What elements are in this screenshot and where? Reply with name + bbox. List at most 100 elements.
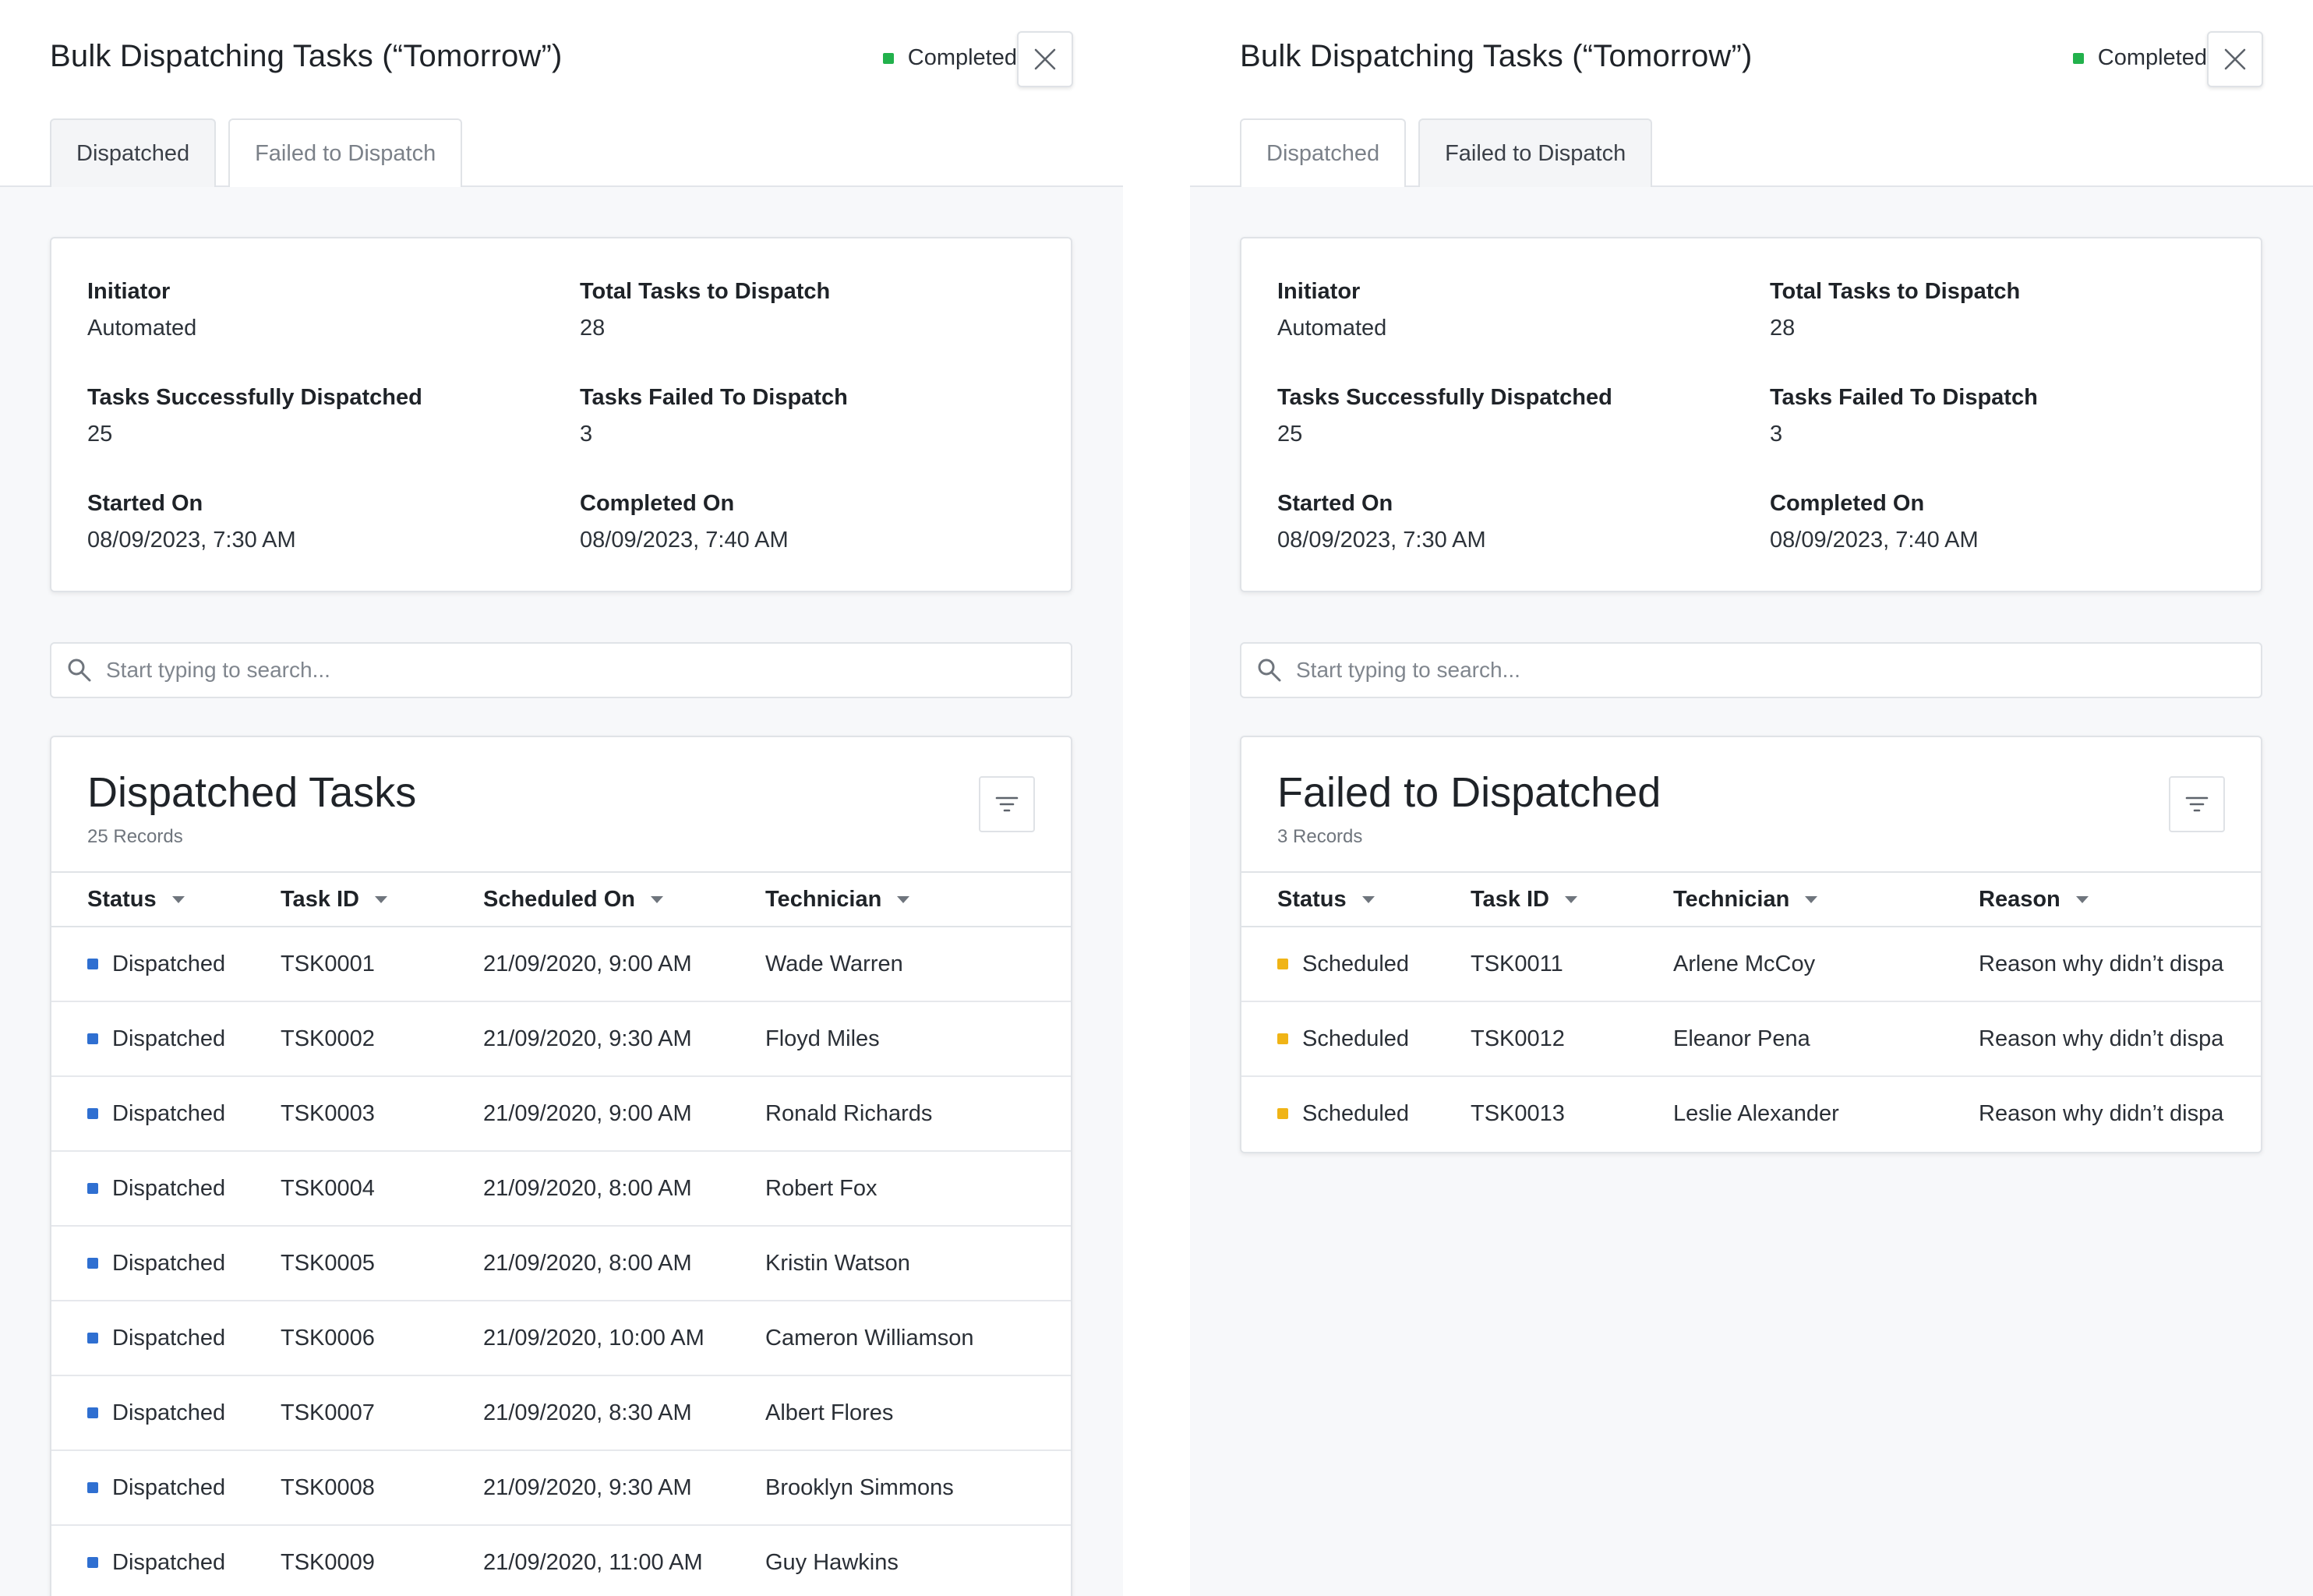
table-row[interactable]: Scheduled TSK0011 Arlene McCoy Reason wh… [1241,927,2261,1002]
panel-header: Bulk Dispatching Tasks (“Tomorrow”) Comp… [0,0,1123,187]
column-task-id[interactable]: Task ID [281,873,388,926]
status-label: Completed [2097,45,2207,70]
field-label: Tasks Failed To Dispatch [1770,385,2038,410]
table-row[interactable]: Dispatched TSK0009 21/09/2020, 11:00 AM … [51,1526,1071,1596]
initiator-field: Initiator Automated [87,279,524,341]
success-tasks-field: Tasks Successfully Dispatched 25 [87,385,524,447]
field-value: 3 [580,422,593,447]
status-dot [87,1557,98,1568]
task-id-cell: TSK0004 [281,1175,375,1201]
table-row[interactable]: Dispatched TSK0004 21/09/2020, 8:00 AM R… [51,1152,1071,1227]
table-row[interactable]: Dispatched TSK0006 21/09/2020, 10:00 AM … [51,1301,1071,1376]
tab-dispatched[interactable]: Dispatched [50,118,217,187]
close-button[interactable] [2207,31,2263,87]
column-label: Scheduled On [483,886,635,912]
status-cell: Dispatched [87,1376,225,1449]
table-row[interactable]: Dispatched TSK0007 21/09/2020, 8:30 AM A… [51,1376,1071,1451]
search-input[interactable] [1296,658,2231,683]
sort-caret-icon [375,895,388,903]
started-on-field: Started On 08/09/2023, 7:30 AM [87,491,524,553]
field-value: 25 [1277,422,1303,447]
dispatched-panel: Bulk Dispatching Tasks (“Tomorrow”) Comp… [0,0,1123,1596]
sort-caret-icon [171,895,185,903]
failed-to-dispatch-panel: Bulk Dispatching Tasks (“Tomorrow”) Comp… [1190,0,2313,1596]
failed-tasks-field: Tasks Failed To Dispatch 3 [580,385,1016,447]
table-row[interactable]: Scheduled TSK0013 Leslie Alexander Reaso… [1241,1077,2261,1152]
search-box[interactable] [1240,642,2262,698]
status-cell: Dispatched [87,1077,225,1150]
technician-cell: Guy Hawkins [765,1549,899,1575]
field-label: Tasks Successfully Dispatched [87,385,422,410]
column-technician[interactable]: Technician [765,873,910,926]
close-button[interactable] [1017,31,1073,87]
scheduled-on-cell: 21/09/2020, 9:30 AM [483,1026,692,1051]
reason-cell: Reason why didn’t dispa [1979,1100,2224,1126]
search-box[interactable] [50,642,1072,698]
table-header: Dispatched Tasks 25 Records [51,737,1071,873]
status-dot [1277,959,1288,969]
status-text: Dispatched [112,1400,226,1425]
column-scheduled-on[interactable]: Scheduled On [483,873,663,926]
table-row[interactable]: Dispatched TSK0001 21/09/2020, 9:00 AM W… [51,927,1071,1002]
reason-cell: Reason why didn’t dispa [1979,951,2224,976]
scheduled-on-cell: 21/09/2020, 9:00 AM [483,951,692,976]
status-text: Dispatched [112,1549,226,1575]
task-id-cell: TSK0003 [281,1100,375,1126]
column-technician[interactable]: Technician [1673,873,1818,926]
status-indicator: Completed [882,45,1017,71]
technician-cell: Kristin Watson [765,1250,910,1276]
status-cell: Dispatched [87,1227,225,1300]
column-status[interactable]: Status [1277,873,1375,926]
status-cell: Scheduled [1277,1077,1409,1150]
failed-tasks-field: Tasks Failed To Dispatch 3 [1770,385,2206,447]
table-row[interactable]: Dispatched TSK0008 21/09/2020, 9:30 AM B… [51,1451,1071,1526]
technician-cell: Brooklyn Simmons [765,1474,954,1500]
success-tasks-field: Tasks Successfully Dispatched 25 [1277,385,1714,447]
status-cell: Dispatched [87,927,225,1001]
field-value: Automated [87,316,197,341]
field-label: Total Tasks to Dispatch [1770,279,2021,304]
search-input[interactable] [106,658,1041,683]
status-text: Scheduled [1302,951,1410,976]
tab-failed-to-dispatch[interactable]: Failed to Dispatch [1418,118,1653,187]
table-row[interactable]: Dispatched TSK0003 21/09/2020, 9:00 AM R… [51,1077,1071,1152]
filter-button[interactable] [979,776,1035,832]
tab-bar: Dispatched Failed to Dispatch [50,118,463,187]
column-reason[interactable]: Reason [1979,873,2089,926]
field-value: 28 [580,316,606,341]
status-dot [87,1482,98,1493]
column-label: Task ID [1471,886,1550,912]
table-row[interactable]: Dispatched TSK0005 21/09/2020, 8:00 AM K… [51,1227,1071,1301]
scheduled-on-cell: 21/09/2020, 11:00 AM [483,1549,703,1575]
completed-on-field: Completed On 08/09/2023, 7:40 AM [1770,491,2206,553]
field-label: Initiator [1277,279,1361,304]
field-value: 08/09/2023, 7:40 AM [1770,528,1979,553]
summary-card: Initiator Automated Total Tasks to Dispa… [1240,237,2262,592]
field-label: Completed On [580,491,735,516]
scheduled-on-cell: 21/09/2020, 8:00 AM [483,1250,692,1276]
tab-dispatched[interactable]: Dispatched [1240,118,1407,187]
field-value: 3 [1770,422,1783,447]
task-id-cell: TSK0002 [281,1026,375,1051]
tab-failed-to-dispatch[interactable]: Failed to Dispatch [228,118,463,187]
column-label: Reason [1979,886,2061,912]
task-id-cell: TSK0007 [281,1400,375,1425]
status-text: Dispatched [112,1100,226,1126]
task-id-cell: TSK0005 [281,1250,375,1276]
reason-cell: Reason why didn’t dispa [1979,1026,2224,1051]
task-id-cell: TSK0012 [1471,1026,1565,1051]
status-dot [87,959,98,969]
status-cell: Dispatched [87,1002,225,1075]
record-count: 25 Records [87,826,183,847]
table-title: Failed to Dispatched [1277,769,1661,816]
status-text: Scheduled [1302,1100,1410,1126]
table-row[interactable]: Scheduled TSK0012 Eleanor Pena Reason wh… [1241,1002,2261,1077]
column-task-id[interactable]: Task ID [1471,873,1578,926]
field-value: 08/09/2023, 7:40 AM [580,528,789,553]
status-text: Dispatched [112,951,226,976]
column-label: Status [87,886,157,912]
filter-button[interactable] [2169,776,2225,832]
status-dot [87,1258,98,1269]
column-status[interactable]: Status [87,873,185,926]
table-row[interactable]: Dispatched TSK0002 21/09/2020, 9:30 AM F… [51,1002,1071,1077]
